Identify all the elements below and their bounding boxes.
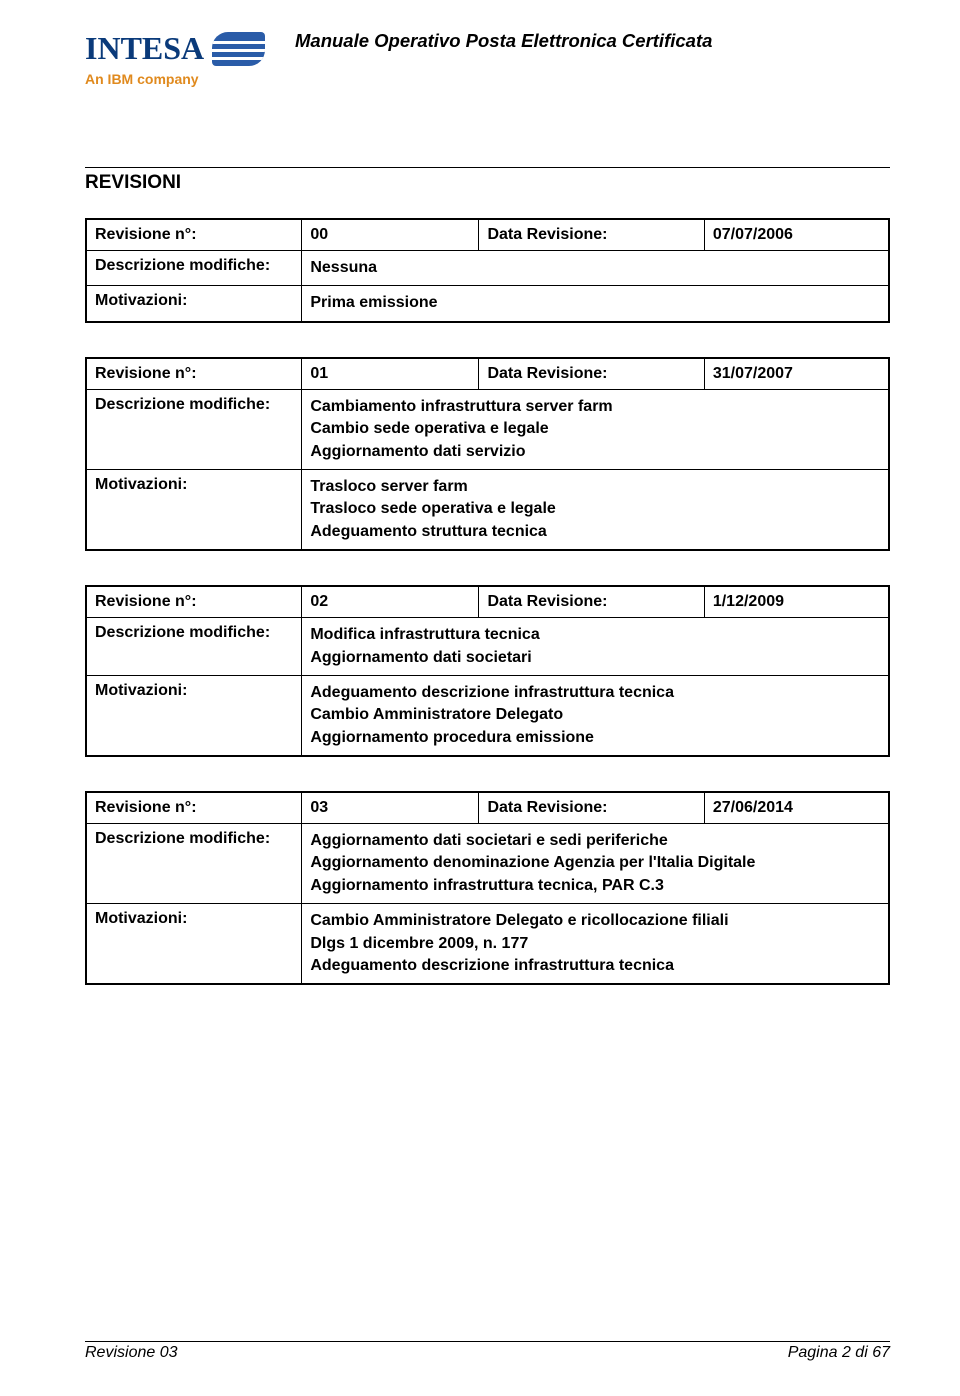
page-header: INTESA An IBM company Manuale Operativo … xyxy=(85,30,890,87)
table-row: Revisione n°:03Data Revisione:27/06/2014 xyxy=(85,791,890,824)
revision-table: Revisione n°:03Data Revisione:27/06/2014… xyxy=(85,791,890,985)
value-revision-date: 31/07/2007 xyxy=(705,357,890,390)
label-revision-num: Revisione n°: xyxy=(85,791,302,824)
table-row: Descrizione modifiche:Nessuna xyxy=(85,251,890,286)
label-revision-num: Revisione n°: xyxy=(85,585,302,618)
table-row: Motivazioni:Cambio Amministratore Delega… xyxy=(85,904,890,985)
logo-text: INTESA xyxy=(85,30,204,67)
table-row: Descrizione modifiche:Cambiamento infras… xyxy=(85,390,890,470)
document-title: Manuale Operativo Posta Elettronica Cert… xyxy=(295,30,890,52)
label-revision-date: Data Revisione: xyxy=(479,585,704,618)
label-revision-num: Revisione n°: xyxy=(85,357,302,390)
label-desc-mod: Descrizione modifiche: xyxy=(85,618,302,676)
value-revision-num: 02 xyxy=(302,585,479,618)
value-motiv: Adeguamento descrizione infrastruttura t… xyxy=(302,676,890,757)
value-motiv: Cambio Amministratore Delegato e ricollo… xyxy=(302,904,890,985)
logo-mark-icon xyxy=(212,32,265,66)
table-row: Motivazioni:Trasloco server farmTrasloco… xyxy=(85,470,890,551)
value-desc-mod: Cambiamento infrastruttura server farmCa… xyxy=(302,390,890,470)
value-revision-num: 01 xyxy=(302,357,479,390)
page-container: INTESA An IBM company Manuale Operativo … xyxy=(0,0,960,1396)
label-revision-date: Data Revisione: xyxy=(479,791,704,824)
footer-right: Pagina 2 di 67 xyxy=(788,1344,890,1362)
table-row: Revisione n°:02Data Revisione:1/12/2009 xyxy=(85,585,890,618)
revision-table: Revisione n°:01Data Revisione:31/07/2007… xyxy=(85,357,890,551)
footer-left: Revisione 03 xyxy=(85,1344,178,1362)
label-revision-date: Data Revisione: xyxy=(479,218,704,251)
logo-subtitle: An IBM company xyxy=(85,71,265,87)
label-motiv: Motivazioni: xyxy=(85,286,302,322)
value-revision-num: 00 xyxy=(302,218,479,251)
value-revision-num: 03 xyxy=(302,791,479,824)
revisions-list: Revisione n°:00Data Revisione:07/07/2006… xyxy=(85,218,890,985)
label-motiv: Motivazioni: xyxy=(85,904,302,985)
label-desc-mod: Descrizione modifiche: xyxy=(85,824,302,904)
table-row: Descrizione modifiche:Aggiornamento dati… xyxy=(85,824,890,904)
table-row: Revisione n°:00Data Revisione:07/07/2006 xyxy=(85,218,890,251)
value-revision-date: 07/07/2006 xyxy=(705,218,890,251)
revision-table: Revisione n°:00Data Revisione:07/07/2006… xyxy=(85,218,890,323)
value-revision-date: 1/12/2009 xyxy=(705,585,890,618)
table-row: Motivazioni:Prima emissione xyxy=(85,286,890,322)
value-desc-mod: Aggiornamento dati societari e sedi peri… xyxy=(302,824,890,904)
value-revision-date: 27/06/2014 xyxy=(705,791,890,824)
value-motiv: Trasloco server farmTrasloco sede operat… xyxy=(302,470,890,551)
table-row: Motivazioni:Adeguamento descrizione infr… xyxy=(85,676,890,757)
revision-table: Revisione n°:02Data Revisione:1/12/2009D… xyxy=(85,585,890,757)
table-row: Revisione n°:01Data Revisione:31/07/2007 xyxy=(85,357,890,390)
label-revision-num: Revisione n°: xyxy=(85,218,302,251)
section-title: REVISIONI xyxy=(85,172,890,194)
label-motiv: Motivazioni: xyxy=(85,470,302,551)
page-footer: Revisione 03 Pagina 2 di 67 xyxy=(85,1341,890,1362)
section-divider xyxy=(85,167,890,168)
label-revision-date: Data Revisione: xyxy=(479,357,704,390)
value-motiv: Prima emissione xyxy=(302,286,890,322)
label-motiv: Motivazioni: xyxy=(85,676,302,757)
value-desc-mod: Nessuna xyxy=(302,251,890,286)
table-row: Descrizione modifiche:Modifica infrastru… xyxy=(85,618,890,676)
label-desc-mod: Descrizione modifiche: xyxy=(85,390,302,470)
label-desc-mod: Descrizione modifiche: xyxy=(85,251,302,286)
value-desc-mod: Modifica infrastruttura tecnicaAggiornam… xyxy=(302,618,890,676)
logo-top-row: INTESA xyxy=(85,30,265,67)
company-logo: INTESA An IBM company xyxy=(85,30,265,87)
